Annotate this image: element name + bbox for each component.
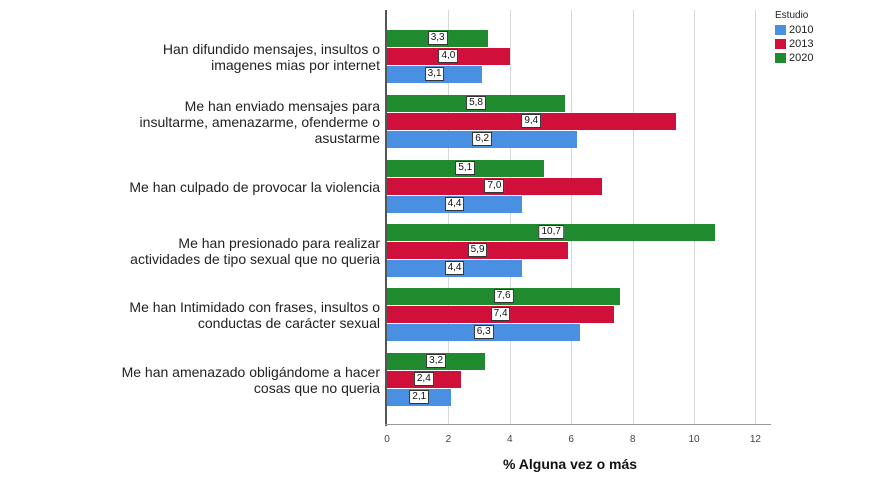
category-label-line: conductas de carácter sexual (197, 315, 380, 331)
category-label: Me han presionado para realizar actividad… (20, 235, 380, 267)
value-label: 10,7 (538, 225, 564, 239)
gridline (448, 10, 450, 424)
category-label-line: insultarme, amenazarme, ofenderme o (139, 114, 380, 130)
legend-item-2020: 2020 (775, 51, 813, 65)
y-axis-line (385, 10, 387, 426)
gridline (571, 10, 573, 424)
x-axis-label: % Alguna vez o más (502, 456, 638, 472)
x-tick-label: 4 (507, 434, 513, 445)
gridline (694, 10, 695, 424)
legend-swatch-icon (775, 25, 786, 35)
category-label-line: Me han enviado mensajes para (184, 98, 380, 114)
value-label: 6,3 (473, 325, 494, 339)
category-label: Me han culpado de provocar la violencia (20, 179, 380, 195)
category-label: Me han enviado mensajes para insultarme, … (20, 98, 380, 146)
x-axis-line (385, 424, 771, 425)
legend-item-2010: 2010 (775, 23, 813, 37)
value-label: 7,4 (490, 307, 511, 321)
value-label: 3,1 (424, 67, 445, 81)
value-label: 5,9 (467, 243, 488, 257)
category-label: Me han Intimidado con frases, insultos o… (20, 299, 380, 331)
legend-label: 2013 (789, 38, 814, 50)
category-label-line: Me han culpado de provocar la violencia (129, 179, 380, 195)
category-label-line: cosas que no queria (253, 380, 380, 396)
value-label: 2,1 (409, 390, 430, 404)
category-label-line: actividades de tipo sexual que no queria (130, 251, 380, 267)
category-label-line: asustarme (314, 130, 380, 146)
x-tick-label: 6 (568, 434, 574, 445)
legend-swatch-icon (775, 53, 786, 63)
value-label: 2,4 (413, 372, 434, 386)
value-label: 4,4 (444, 261, 465, 275)
value-label: 3,2 (426, 354, 447, 368)
value-label: 5,8 (466, 96, 486, 110)
legend: Estudio 2010 2013 2020 (775, 10, 813, 65)
x-tick-label: 8 (629, 434, 636, 445)
value-label: 6,2 (472, 132, 493, 146)
x-tick-label: 0 (384, 434, 390, 445)
category-label-line: Me han amenazado obligándome a hacer (121, 364, 380, 380)
value-label: 5,1 (455, 161, 476, 175)
gridline (755, 10, 757, 424)
category-label-line: Han difundido mensajes, insultos o (162, 41, 380, 57)
x-tick-label: 2 (445, 434, 452, 445)
category-label-line: Me han Intimidado con frases, insultos o (129, 299, 380, 315)
category-label-line: imagenes mias por internet (211, 57, 380, 73)
value-label: 9,4 (521, 114, 542, 128)
legend-label: 2010 (789, 24, 814, 36)
value-label: 7,6 (493, 289, 514, 303)
x-tick-label: 12 (749, 434, 761, 445)
category-label-line: Me han presionado para realizar (178, 235, 380, 251)
value-label: 3,3 (427, 31, 448, 45)
category-label: Me han amenazado obligándome a hacer cosa… (20, 364, 380, 396)
value-label: 4,0 (438, 49, 459, 63)
legend-title: Estudio (775, 10, 809, 21)
value-label: 7,0 (484, 179, 505, 193)
legend-item-2013: 2013 (775, 37, 813, 51)
x-tick-label: 10 (688, 434, 700, 445)
legend-swatch-icon (775, 39, 786, 49)
gridline (509, 10, 511, 424)
category-label: Han difundido mensajes, insultos o imagen… (20, 41, 380, 73)
gridline (632, 10, 634, 424)
value-label: 4,4 (444, 197, 465, 211)
legend-label: 2020 (789, 52, 814, 64)
